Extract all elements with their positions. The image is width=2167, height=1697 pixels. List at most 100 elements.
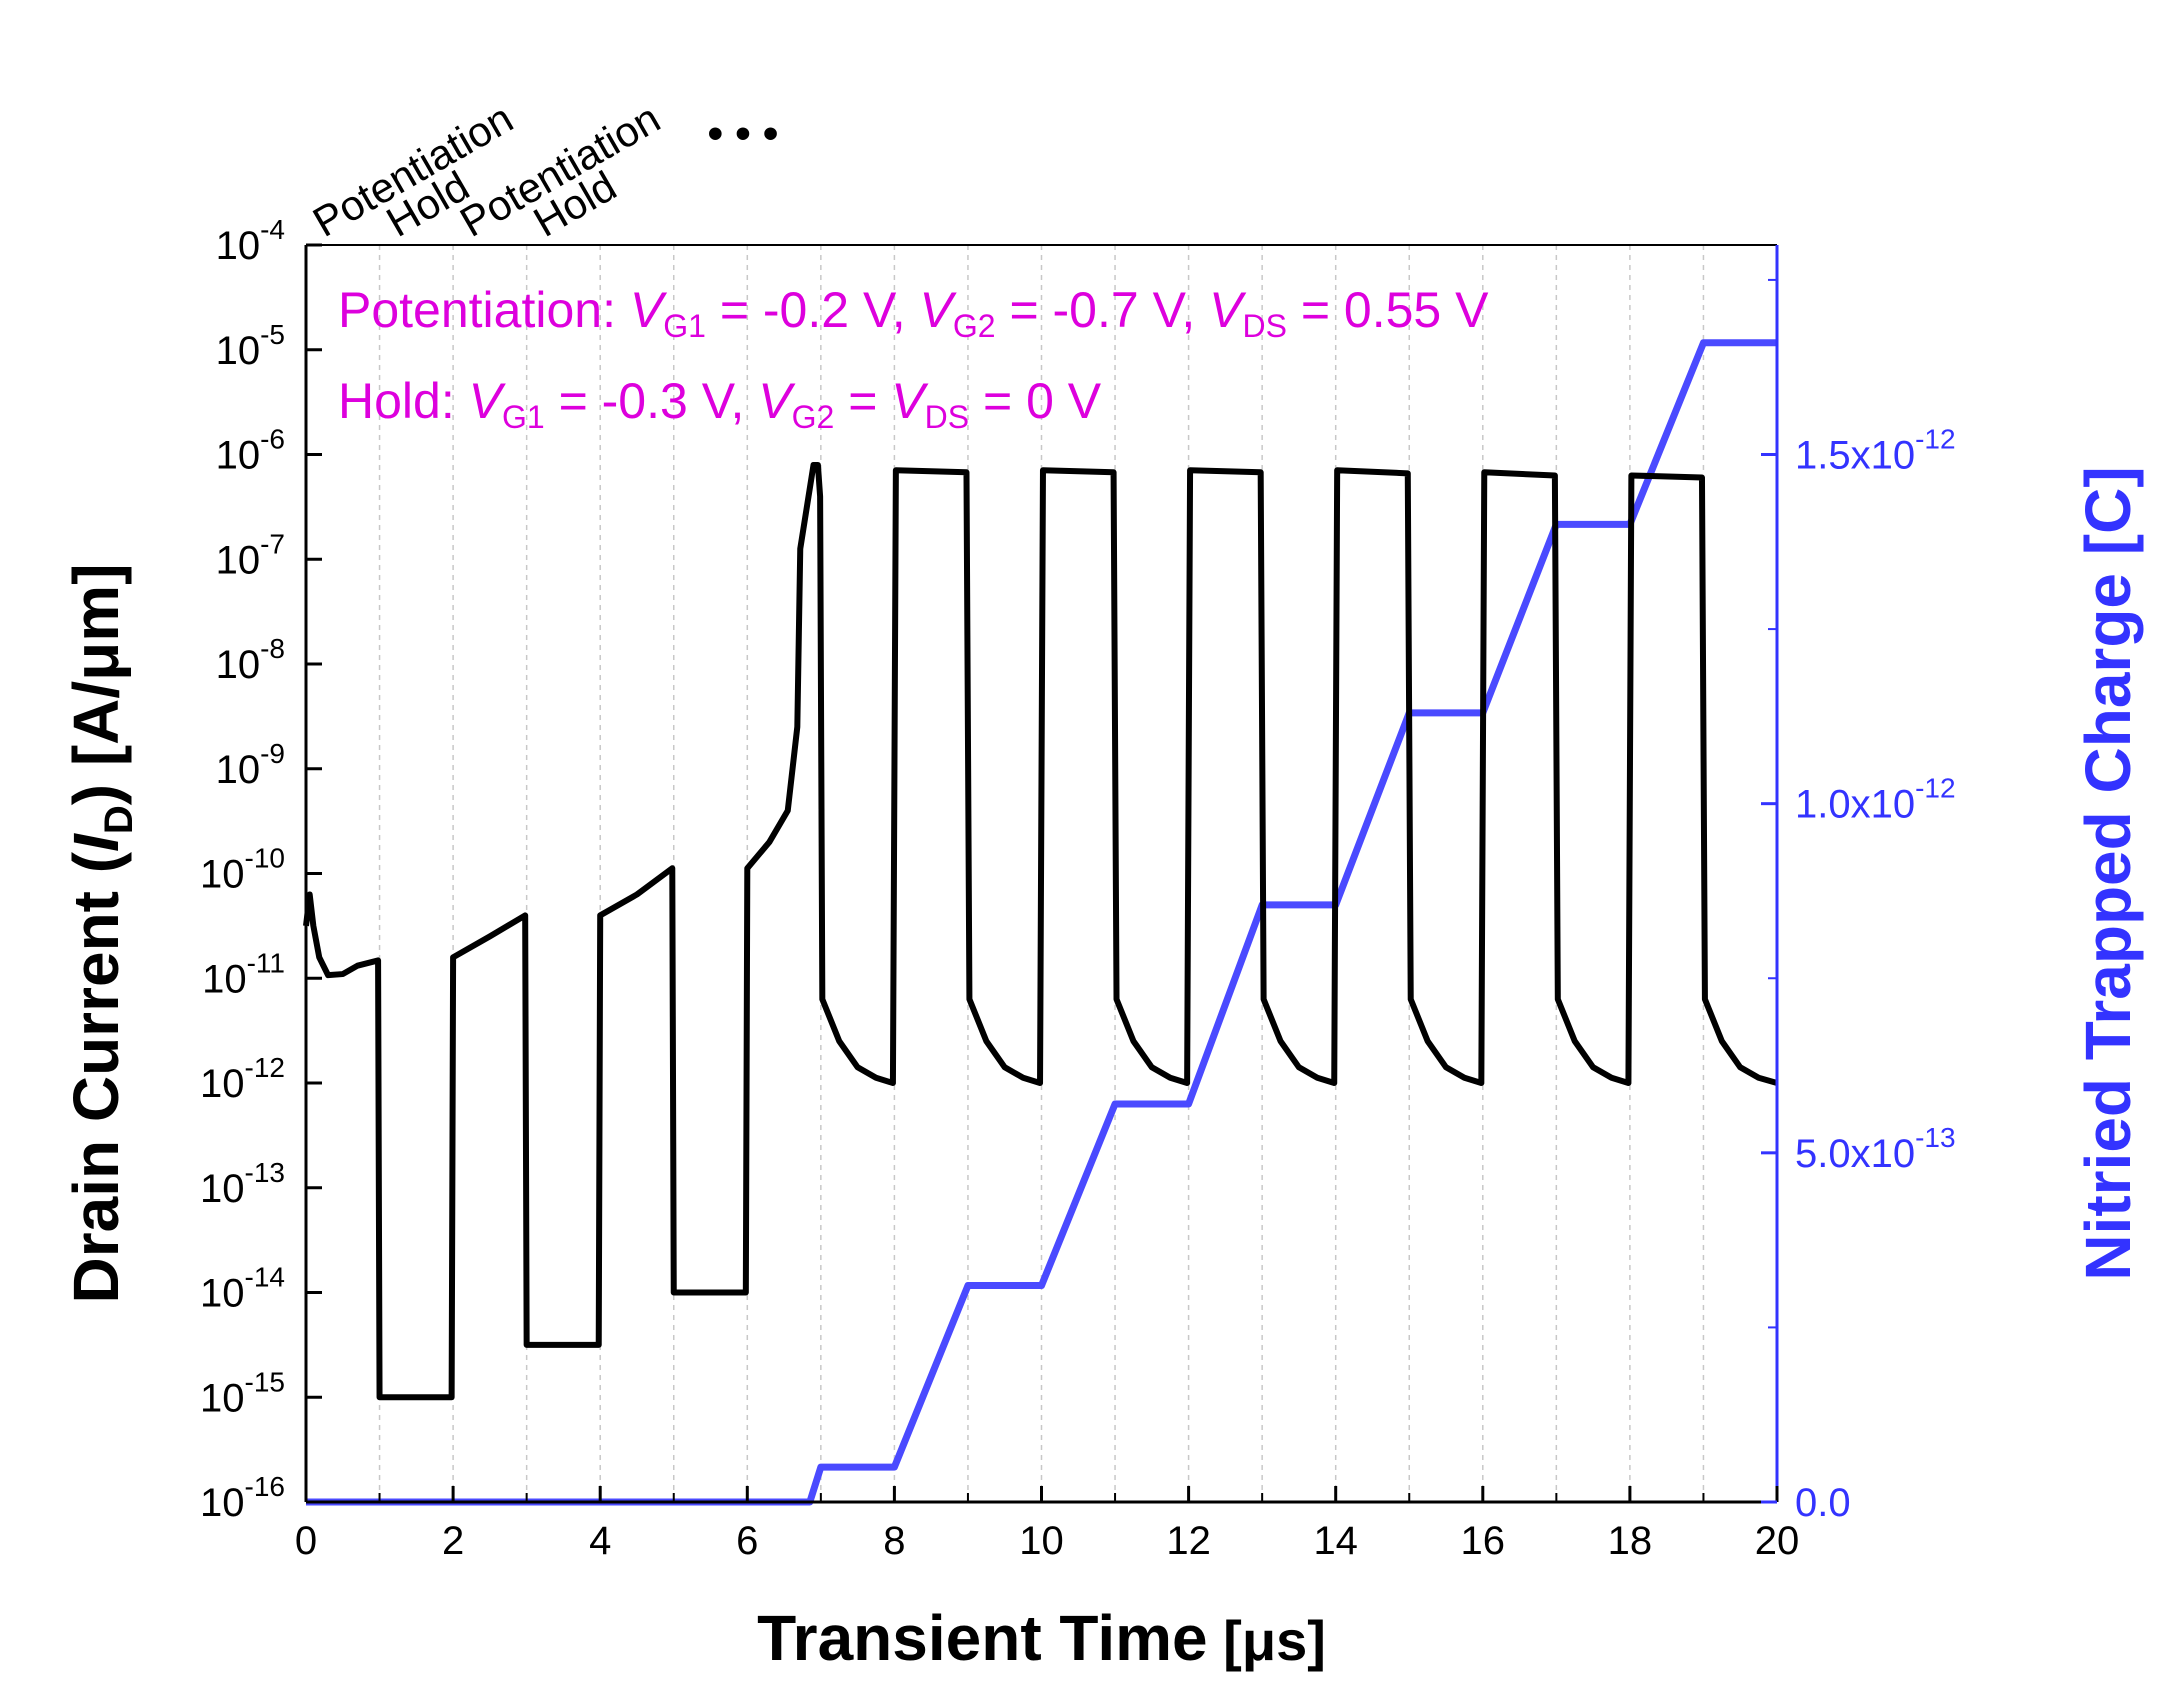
y-left-tick-label: 10-11 [202, 947, 285, 1001]
y-left-tick-label: 10-10 [200, 843, 285, 897]
tick-exponent: -12 [1915, 424, 1955, 455]
ellipsis-label: • • • [708, 109, 779, 158]
x-axis-title-unit: [μs] [1208, 1609, 1326, 1672]
y-right-axis-title: Nitried Trapped Charge [C] [2072, 466, 2144, 1280]
tick-exponent: -10 [245, 843, 285, 874]
param-value: = 0.55 V [1287, 282, 1489, 338]
param-subscript: G1 [663, 308, 706, 344]
tick-exponent: -9 [260, 738, 285, 769]
param-symbol: V [469, 373, 507, 429]
param-value: = -0.3 V, [545, 373, 759, 429]
y-left-title-pre: Drain Current ( [60, 851, 132, 1303]
y-right-tick-label: 5.0x10-13 [1795, 1122, 1956, 1176]
x-tick-label: 2 [442, 1519, 464, 1563]
y-left-tick-label: 10-13 [200, 1157, 285, 1211]
tick-exponent: -12 [1915, 773, 1955, 804]
y-left-title-post: ) [A/μm] [60, 563, 132, 805]
y-left-tick-label: 10-7 [216, 528, 285, 582]
param-prefix: Potentiation: [338, 282, 630, 338]
tick-exponent: -14 [245, 1262, 285, 1293]
tick-mantissa: 5.0x10 [1795, 1132, 1915, 1176]
y-right-tick-label: 1.5x10-12 [1795, 424, 1956, 478]
y-left-tick-label: 10-15 [200, 1366, 285, 1420]
y-left-tick-label: 10-5 [216, 319, 285, 373]
hold-params: Hold: VG1 = -0.3 V, VG2 = VDS = 0 V [338, 373, 1102, 435]
tick-base: 10 [216, 538, 261, 582]
param-value: = 0 V [969, 373, 1102, 429]
potentiation-params: Potentiation: VG1 = -0.2 V, VG2 = -0.7 V… [338, 282, 1489, 344]
ticks: 0 2 4 6 8 10 12 14 16 18 2010-1610-1510-1410-1310-… [200, 214, 1956, 1563]
x-tick-label: 16 [1461, 1519, 1506, 1563]
tick-mantissa: 1.5x10 [1795, 434, 1915, 478]
tick-exponent: -8 [260, 633, 285, 664]
y-left-tick-label: 10-12 [200, 1052, 285, 1106]
current-series [303, 461, 1778, 1401]
tick-base: 10 [216, 434, 261, 478]
y-left-title-sub: D [97, 805, 141, 834]
tick-base: 10 [200, 1272, 245, 1316]
x-tick-label: 12 [1166, 1519, 1211, 1563]
x-tick-label: 4 [589, 1519, 611, 1563]
y-left-axis-title: Drain Current (ID) [A/μm] [60, 563, 141, 1303]
x-axis-title-main: Transient Time [757, 1602, 1208, 1674]
tick-base: 10 [200, 1376, 245, 1420]
param-value: = -0.2 V, [706, 282, 920, 338]
drain-current-line [303, 461, 1778, 1401]
tick-base: 10 [216, 329, 261, 373]
y-left-tick-label: 10-8 [216, 633, 285, 687]
x-tick-label: 0 [295, 1519, 317, 1563]
annotations: Potentiation: VG1 = -0.2 V, VG2 = -0.7 V… [305, 94, 1489, 435]
y-right-tick-label: 0.0 [1795, 1481, 1851, 1525]
charge-series [306, 339, 1777, 1506]
x-tick-label: 18 [1608, 1519, 1653, 1563]
param-subscript: G2 [792, 399, 835, 435]
axis-labels: Transient Time [μs] Drain Current (ID) [A… [60, 466, 2144, 1674]
param-symbol: V [891, 373, 929, 429]
param-value: = -0.7 V, [996, 282, 1210, 338]
param-value: = [834, 373, 891, 429]
trapped-charge-line [306, 339, 1777, 1506]
tick-exponent: -15 [245, 1366, 285, 1397]
tick-base: 10 [216, 643, 261, 687]
x-tick-label: 14 [1313, 1519, 1358, 1563]
param-symbol: V [1209, 282, 1247, 338]
tick-exponent: -6 [260, 424, 285, 455]
y-left-title-italic: I [60, 833, 132, 852]
tick-base: 10 [216, 224, 261, 268]
x-tick-label: 20 [1755, 1519, 1800, 1563]
param-symbol: V [920, 282, 958, 338]
x-tick-label: 10 [1019, 1519, 1064, 1563]
param-subscript: DS [925, 399, 969, 435]
param-symbol: V [758, 373, 796, 429]
tick-exponent: -4 [260, 214, 285, 245]
tick-mantissa: 0.0 [1795, 1481, 1851, 1525]
tick-exponent: -7 [260, 528, 285, 559]
y-left-tick-label: 10-6 [216, 424, 285, 478]
y-left-tick-label: 10-16 [200, 1471, 285, 1525]
x-tick-label: 8 [883, 1519, 905, 1563]
tick-exponent: -12 [245, 1052, 285, 1083]
tick-base: 10 [200, 1481, 245, 1525]
y-left-tick-label: 10-4 [216, 214, 285, 268]
tick-base: 10 [200, 1062, 245, 1106]
tick-exponent: -16 [245, 1471, 285, 1502]
param-subscript: G2 [953, 308, 996, 344]
tick-exponent: -5 [260, 319, 285, 350]
tick-base: 10 [216, 748, 261, 792]
x-tick-label: 6 [736, 1519, 758, 1563]
y-left-tick-label: 10-9 [216, 738, 285, 792]
param-symbol: V [630, 282, 668, 338]
tick-exponent: -11 [247, 947, 285, 978]
tick-base: 10 [200, 853, 245, 897]
x-axis-title: Transient Time [μs] [757, 1602, 1326, 1674]
param-prefix: Hold: [338, 373, 469, 429]
tick-base: 10 [202, 957, 247, 1001]
tick-exponent: -13 [245, 1157, 285, 1188]
tick-mantissa: 1.0x10 [1795, 783, 1915, 827]
param-subscript: G1 [502, 399, 545, 435]
y-left-tick-label: 10-14 [200, 1262, 285, 1316]
param-subscript: DS [1242, 308, 1286, 344]
tick-base: 10 [200, 1167, 245, 1211]
y-right-tick-label: 1.0x10-12 [1795, 773, 1956, 827]
